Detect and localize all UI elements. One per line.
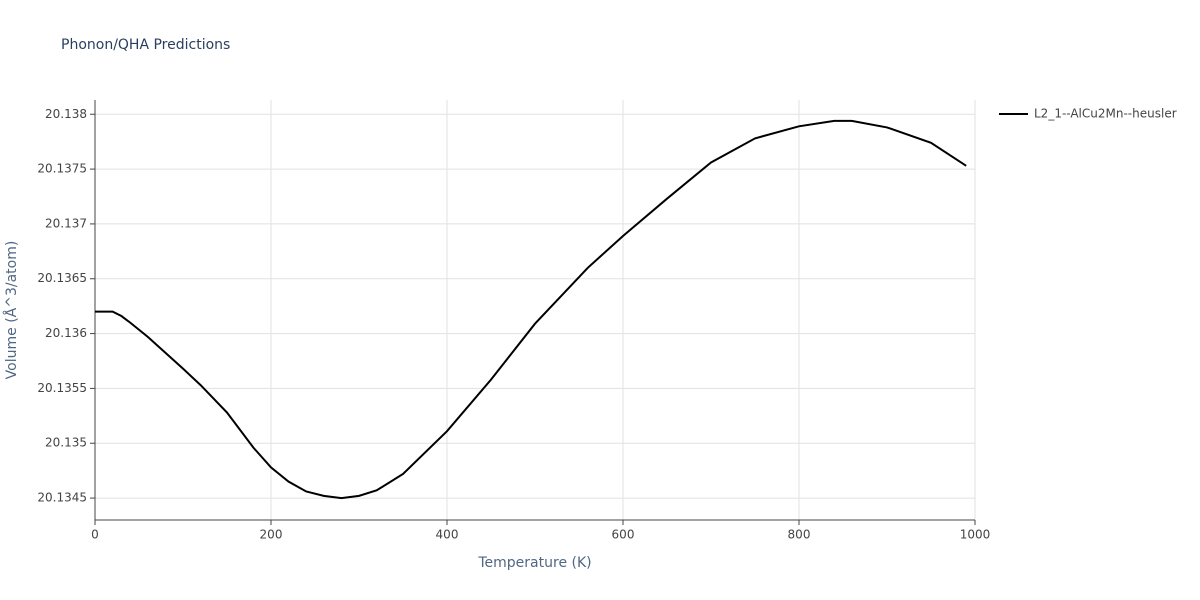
- y-tick-label: 20.1375: [37, 162, 87, 176]
- y-tick-label: 20.137: [45, 216, 87, 230]
- x-tick-label: 1000: [960, 528, 991, 542]
- legend-label: L2_1--AlCu2Mn--heusler: [1034, 107, 1177, 121]
- y-tick-label: 20.1355: [37, 381, 87, 395]
- x-tick-label: 400: [436, 528, 459, 542]
- y-tick-label: 20.138: [45, 107, 87, 121]
- y-tick-label: 20.135: [45, 436, 87, 450]
- x-tick-label: 600: [612, 528, 635, 542]
- y-axis-title: Volume (Å^3/atom): [3, 241, 20, 380]
- x-tick-label: 800: [788, 528, 811, 542]
- y-tick-label: 20.1365: [37, 271, 87, 285]
- x-axis-title: Temperature (K): [477, 555, 591, 571]
- x-tick-label: 200: [260, 528, 283, 542]
- x-tick-label: 0: [91, 528, 99, 542]
- chart-title: Phonon/QHA Predictions: [61, 37, 230, 53]
- y-tick-label: 20.1345: [37, 491, 87, 505]
- data-line: [95, 119, 967, 500]
- y-tick-label: 20.136: [45, 326, 87, 340]
